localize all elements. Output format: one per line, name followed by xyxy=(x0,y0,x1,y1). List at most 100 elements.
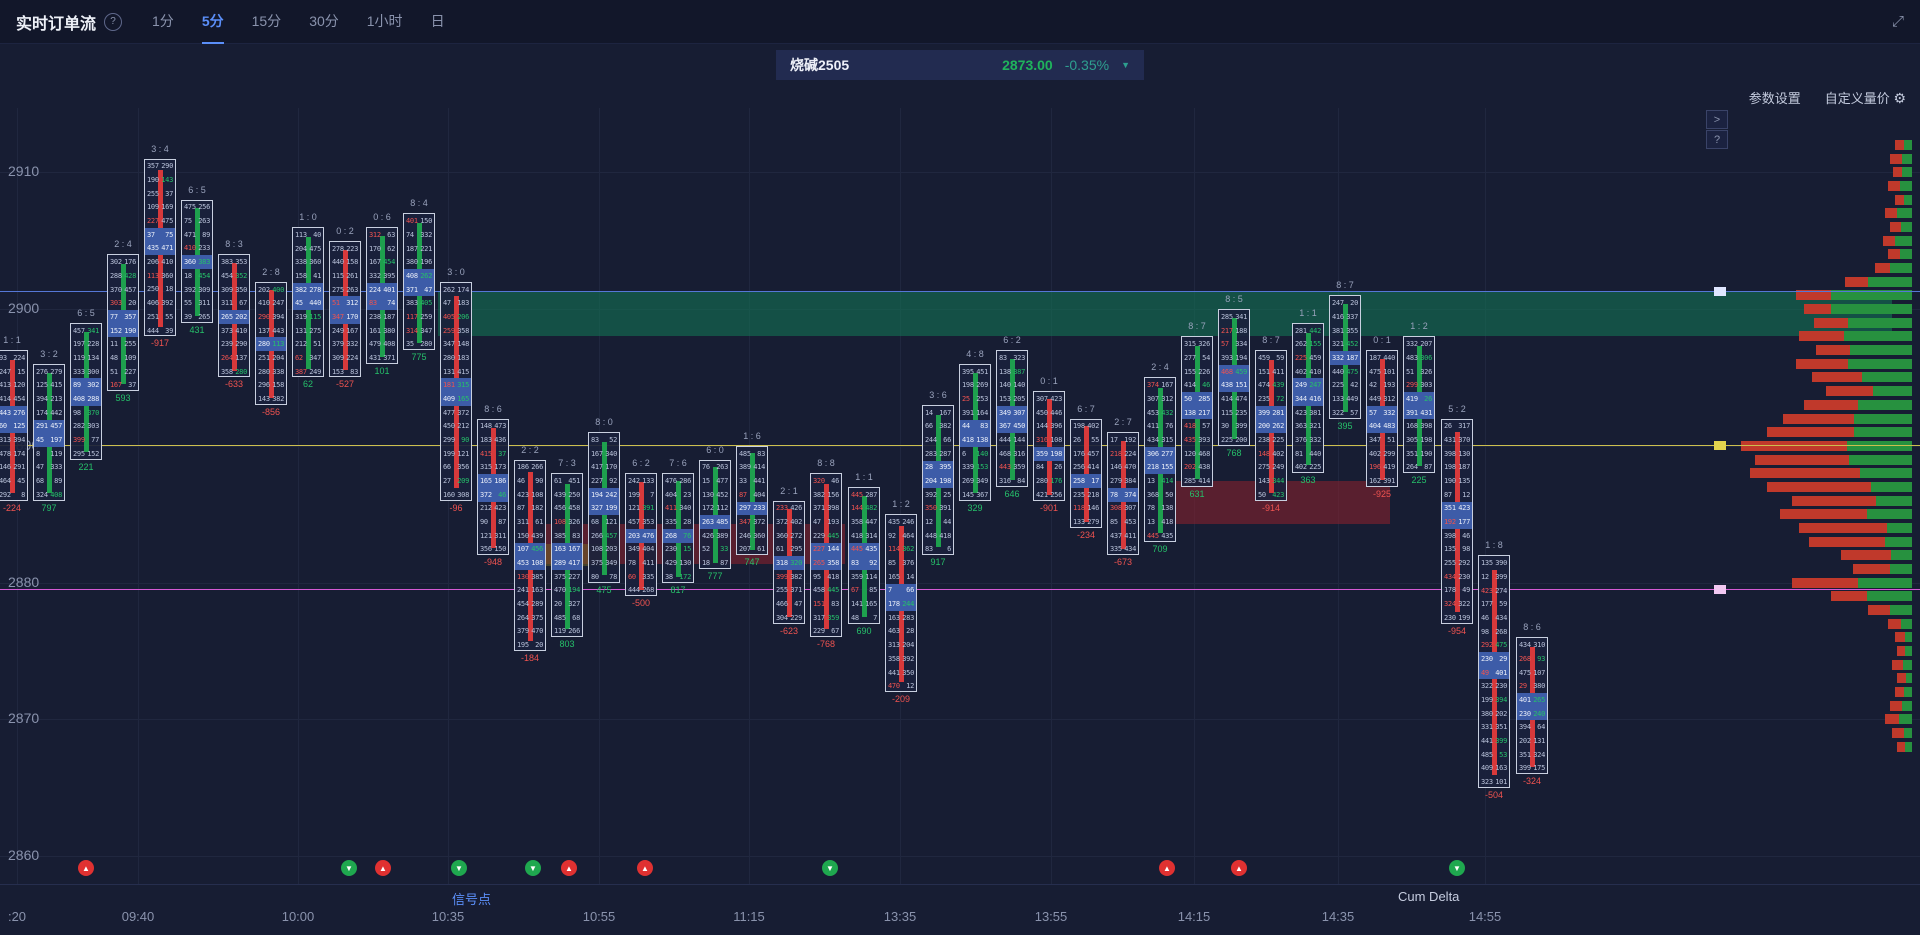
footprint-candle[interactable]: 307 423 450 446 144 396 316 108 359 198 84 26 280 176… xyxy=(1033,391,1065,501)
signal-marker[interactable]: ▲ xyxy=(375,860,391,876)
footprint-candle[interactable]: 148 473 183 436 415 37 315 173 165 186 372 46 212 423… xyxy=(477,418,509,556)
footprint-candle[interactable]: 278 223 440 158 115 261 275 263 51 312 347 170 249 16… xyxy=(329,240,361,378)
footprint-candle[interactable]: 281 442 262 155 225 459 402 410 249 247 344 416 423 3… xyxy=(1292,322,1324,474)
signal-marker[interactable]: ▼ xyxy=(822,860,838,876)
footprint-row: 349 404 xyxy=(628,545,654,554)
imbalance-label: 8 : 7 xyxy=(1188,321,1206,332)
footprint-candle[interactable]: 113 40 204 475 338 360 158 41 382 278 45 440 319 115 1… xyxy=(292,227,324,378)
signal-point-label[interactable]: 信号点 xyxy=(452,892,492,907)
footprint-candle[interactable]: 26 317 431 370 398 130 198 187 190 135 87 12 351 423 1… xyxy=(1441,418,1473,624)
signal-marker[interactable]: ▲ xyxy=(561,860,577,876)
footprint-row: 327 199 xyxy=(589,501,619,516)
footprint-row: 399 281 xyxy=(1256,405,1286,420)
footprint-candle[interactable]: 285 341 217 188 57 334 393 194 468 459 438 151 414 47… xyxy=(1218,309,1250,446)
footprint-row: 225 459 xyxy=(1295,353,1321,362)
settings-button[interactable]: 参数设置 xyxy=(1748,91,1801,106)
instrument-badge[interactable]: 烧碱2505 2873.00 -0.35% ▼ xyxy=(776,50,1144,80)
footprint-row: 83 52 xyxy=(591,436,617,445)
signal-marker[interactable]: ▲ xyxy=(637,860,653,876)
footprint-candle[interactable]: 186 266 46 90 423 108 87 182 311 61 150 439 107 456 45… xyxy=(514,459,546,652)
footprint-candle[interactable]: 83 52 167 340 417 170 227 92 194 242 327 199 68 121 26… xyxy=(588,432,620,583)
footprint-row: 50 285 xyxy=(1182,392,1212,406)
volume-profile-buy xyxy=(1844,331,1912,342)
footprint-candle[interactable]: 262 174 47 183 405 206 259 358 347 148 280 183 131 41… xyxy=(440,281,472,501)
footprint-candle[interactable]: 76 263 15 477 130 452 172 112 263 485 426 389 52 33 18… xyxy=(699,459,731,569)
footprint-row: 459 59 xyxy=(1258,353,1284,362)
signal-marker[interactable]: ▲ xyxy=(78,860,94,876)
signal-marker[interactable]: ▼ xyxy=(341,860,357,876)
panel-expand-button[interactable]: > xyxy=(1706,110,1728,129)
collapse-icon[interactable]: ⤢ xyxy=(1891,13,1904,30)
timeframe-tab[interactable]: 15分 xyxy=(251,12,282,29)
footprint-candle[interactable]: 202 400 410 247 290 394 137 443 280 113 251 204 280 3… xyxy=(255,281,287,405)
footprint-row: 229 445 xyxy=(813,531,839,540)
footprint-row: 315 326 xyxy=(1184,340,1210,349)
signal-marker[interactable]: ▲ xyxy=(1159,860,1175,876)
footprint-row: 230 15 xyxy=(665,545,691,554)
footprint-candle[interactable]: 83 323 138 387 140 140 153 205 349 307 367 450 444 14… xyxy=(996,350,1028,487)
footprint-candle[interactable]: 475 256 75 263 471 89 410 233 360 383 18 454 392 309 5… xyxy=(181,199,213,323)
footprint-candle[interactable]: 276 279 125 415 394 213 174 442 291 457 45 197 8 119 4… xyxy=(33,363,65,501)
footprint-candle[interactable]: 312 63 170 62 167 454 332 395 224 401 83 74 238 187 16… xyxy=(366,227,398,364)
footprint-row: 55 311 xyxy=(184,299,210,308)
footprint-candle[interactable]: 457 341 197 228 119 134 333 300 89 302 408 288 98 370… xyxy=(70,322,102,460)
custom-volume-label: 自定义量价 xyxy=(1824,91,1890,106)
footprint-candle[interactable]: 395 451 198 269 25 253 391 164 44 83 418 138 6 140 339… xyxy=(959,363,991,501)
footprint-row: 317 359 xyxy=(813,613,839,622)
footprint-candle[interactable]: 14 167 66 382 244 66 283 287 28 395 204 198 392 25 350… xyxy=(922,404,954,556)
signal-marker[interactable]: ▼ xyxy=(451,860,467,876)
footprint-row: 434 315 xyxy=(1147,436,1173,444)
footprint-row: 196 419 xyxy=(1369,463,1395,472)
footprint-candle[interactable]: 302 176 288 428 370 457 303 20 77 357 152 190 11 255 4… xyxy=(107,254,139,392)
footprint-candle[interactable]: 374 167 307 312 453 432 411 76 434 315 306 277 218 15… xyxy=(1144,377,1176,542)
footprint-candle[interactable]: 315 326 277 54 155 226 414 46 50 285 138 217 418 57 43… xyxy=(1181,336,1213,487)
footprint-candle[interactable]: 320 46 382 156 371 398 47 193 229 445 227 144 265 358… xyxy=(810,473,842,638)
orderflow-chart[interactable]: 2910290028902880287028609322424715413120… xyxy=(0,108,1920,885)
footprint-candle[interactable]: 476 286 404 23 411 340 335 28 268 76 230 15 429 130 38… xyxy=(662,473,694,583)
timeframe-tab[interactable]: 5分 xyxy=(201,0,224,44)
footprint-candle[interactable]: 332 207 483 306 51 326 299 303 419 26 391 431 168 398… xyxy=(1403,336,1435,474)
timeframe-tab[interactable]: 日 xyxy=(430,12,445,29)
footprint-row: 319 115 xyxy=(295,312,321,321)
footprint-row: 12 44 xyxy=(925,518,951,527)
delta-total-label: -504 xyxy=(1484,789,1503,800)
footprint-candle[interactable]: 445 287 144 482 358 447 418 314 445 435 83 92 359 114… xyxy=(848,486,880,624)
timeframe-tab[interactable]: 30分 xyxy=(309,12,339,29)
footprint-row: 92 464 xyxy=(888,531,914,540)
timeframe-tab[interactable]: 1分 xyxy=(152,12,174,29)
footprint-candle[interactable]: 233 426 372 402 360 272 61 295 318 320 399 382 255 37… xyxy=(773,500,805,624)
footprint-candle[interactable]: 357 290 190 143 255 37 109 169 227 475 37 75 435 471 2… xyxy=(144,158,176,337)
custom-volume-button[interactable]: 自定义量价 ⚙ xyxy=(1825,88,1906,107)
footprint-candle[interactable]: 187 440 475 101 42 193 449 312 57 332 404 483 347 51 4… xyxy=(1366,350,1398,487)
footprint-candle[interactable]: 198 402 26 55 176 457 256 414 258 17 235 218 118 146 1… xyxy=(1070,418,1102,528)
footprint-row: 454 289 xyxy=(517,600,543,609)
help-icon[interactable]: ? xyxy=(104,12,123,31)
footprint-candle[interactable]: 61 451 439 250 456 458 108 326 385 83 163 167 289 417… xyxy=(551,473,583,638)
panel-help-button[interactable]: ? xyxy=(1706,130,1728,149)
footprint-candle[interactable]: 242 133 199 7 121 391 457 353 203 476 349 404 78 411 6… xyxy=(625,473,657,597)
footprint-candle[interactable]: 17 192 218 224 146 470 279 384 78 374 308 307 85 453 4… xyxy=(1107,432,1139,556)
footprint-candle[interactable]: 383 353 454 352 309 350 311 67 265 202 373 410 239 29… xyxy=(218,254,250,378)
volume-profile-buy xyxy=(1904,139,1912,150)
signal-marker[interactable]: ▲ xyxy=(1231,860,1247,876)
footprint-row: 380 202 xyxy=(1481,709,1507,718)
footprint-candle[interactable]: 459 59 151 411 474 439 235 72 399 281 200 262 238 225… xyxy=(1255,350,1287,501)
footprint-candle[interactable]: 401 150 74 332 187 221 380 196 408 262 371 47 383 405… xyxy=(403,213,435,351)
footprint-candle[interactable]: 485 83 389 414 33 441 87 404 297 233 347 372 246 360 2… xyxy=(736,445,768,556)
footprint-row: 322 57 xyxy=(1332,408,1358,417)
footprint-row: 347 148 xyxy=(443,340,469,349)
signal-marker[interactable]: ▼ xyxy=(1449,860,1465,876)
volume-profile-bar xyxy=(1792,577,1912,588)
imbalance-label: 8 : 5 xyxy=(1225,294,1243,305)
footprint-candle[interactable]: 434 310 268 93 475 107 29 380 401 265 230 240 394 64 2… xyxy=(1516,637,1548,775)
timeframe-tab[interactable]: 1小时 xyxy=(366,12,403,29)
footprint-row: 67 85 xyxy=(851,586,877,595)
footprint-candle[interactable]: 247 20 416 337 381 355 321 452 332 187 440 475 225 42… xyxy=(1329,295,1361,419)
volume-profile-bar xyxy=(1816,345,1912,356)
footprint-candle[interactable]: 135 390 12 399 423 274 177 59 46 434 98 268 292 475 23… xyxy=(1478,555,1510,788)
signal-marker[interactable]: ▼ xyxy=(525,860,541,876)
footprint-candle[interactable]: 435 246 92 464 114 362 85 376 165 14 7 66 178 244 163 2… xyxy=(885,514,917,693)
footprint-row: 174 442 xyxy=(36,408,62,417)
chevron-down-icon[interactable]: ▼ xyxy=(1121,60,1130,70)
